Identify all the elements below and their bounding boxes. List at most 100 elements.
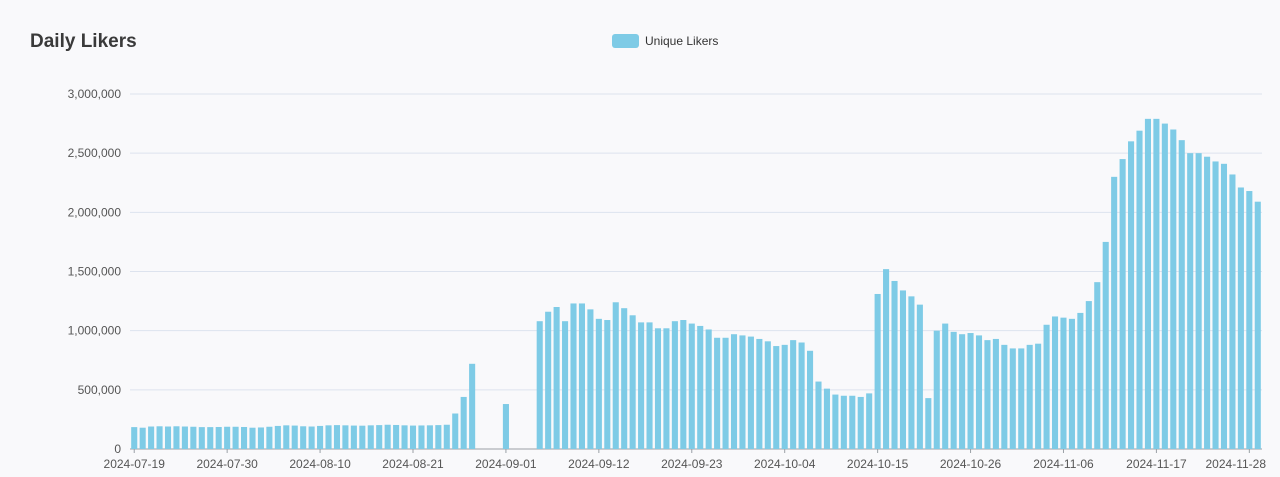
bar[interactable] (1195, 153, 1202, 449)
bar[interactable] (1237, 187, 1244, 449)
bar[interactable] (1144, 118, 1151, 449)
bar[interactable] (807, 350, 814, 449)
bar[interactable] (1018, 348, 1025, 449)
bar[interactable] (376, 425, 383, 449)
bar[interactable] (764, 341, 771, 449)
bar[interactable] (1051, 316, 1059, 449)
bar[interactable] (401, 425, 408, 449)
bar[interactable] (722, 337, 729, 449)
bar[interactable] (950, 331, 957, 449)
bar[interactable] (249, 427, 256, 449)
bar[interactable] (840, 395, 847, 449)
bar[interactable] (274, 425, 281, 449)
bar[interactable] (773, 346, 780, 449)
bar[interactable] (418, 425, 425, 449)
bar[interactable] (739, 335, 746, 449)
bar[interactable] (435, 425, 442, 449)
bar[interactable] (241, 426, 248, 449)
bar[interactable] (325, 425, 332, 449)
bar[interactable] (359, 425, 366, 449)
bar[interactable] (300, 426, 307, 449)
bar[interactable] (984, 340, 991, 449)
bar[interactable] (562, 321, 569, 449)
bar[interactable] (646, 322, 653, 449)
bar[interactable] (705, 329, 712, 449)
bar[interactable] (257, 427, 264, 449)
bar[interactable] (992, 338, 999, 449)
bar[interactable] (629, 315, 636, 449)
bar[interactable] (266, 426, 273, 449)
bar[interactable] (1043, 324, 1050, 449)
bar[interactable] (1026, 344, 1033, 449)
bar[interactable] (1220, 163, 1228, 450)
bar[interactable] (1187, 153, 1194, 449)
bar[interactable] (148, 426, 155, 449)
bar[interactable] (181, 426, 188, 449)
bar[interactable] (849, 395, 856, 449)
bar[interactable] (342, 425, 349, 449)
bar[interactable] (553, 307, 560, 449)
bar[interactable] (232, 426, 239, 449)
bar[interactable] (131, 427, 138, 449)
bar[interactable] (578, 303, 585, 449)
bar[interactable] (959, 334, 966, 449)
bar[interactable] (688, 323, 695, 449)
bar[interactable] (1153, 118, 1160, 449)
bar[interactable] (317, 425, 324, 449)
bar[interactable] (714, 337, 721, 449)
bar[interactable] (350, 425, 357, 449)
bar[interactable] (1229, 174, 1236, 449)
bar[interactable] (409, 425, 417, 449)
bar[interactable] (697, 325, 704, 449)
bar[interactable] (207, 427, 214, 449)
bar[interactable] (198, 427, 205, 449)
bar[interactable] (215, 426, 222, 449)
bar[interactable] (367, 425, 374, 449)
bar[interactable] (832, 394, 839, 449)
bar[interactable] (1111, 176, 1118, 450)
bar[interactable] (1178, 140, 1185, 449)
bar[interactable] (823, 388, 830, 449)
bar[interactable] (680, 320, 687, 449)
bar[interactable] (536, 321, 543, 449)
bar[interactable] (916, 304, 923, 449)
bar[interactable] (1077, 312, 1084, 449)
bar[interactable] (1102, 241, 1109, 449)
bar[interactable] (1204, 156, 1211, 449)
bar[interactable] (393, 424, 400, 449)
bar[interactable] (1068, 318, 1075, 449)
bar[interactable] (654, 328, 662, 449)
bar[interactable] (469, 363, 476, 449)
bar[interactable] (756, 338, 763, 449)
bar[interactable] (899, 290, 907, 449)
bar[interactable] (857, 396, 864, 449)
chart-legend[interactable]: Unique Likers (612, 34, 718, 48)
bar[interactable] (612, 302, 619, 449)
bar[interactable] (1254, 201, 1261, 449)
bar[interactable] (1128, 141, 1135, 450)
bar[interactable] (1009, 348, 1016, 449)
bar[interactable] (663, 328, 670, 449)
bar[interactable] (604, 320, 611, 449)
bar[interactable] (190, 426, 197, 449)
bar[interactable] (747, 336, 754, 449)
bar[interactable] (156, 426, 163, 449)
bar[interactable] (426, 425, 433, 449)
bar[interactable] (815, 381, 822, 449)
bar[interactable] (781, 344, 788, 449)
bar[interactable] (621, 308, 628, 449)
bar[interactable] (1246, 191, 1253, 450)
bar[interactable] (942, 323, 949, 449)
bar[interactable] (866, 393, 873, 449)
bar[interactable] (139, 427, 146, 449)
bar[interactable] (291, 425, 298, 449)
bar[interactable] (1119, 159, 1126, 450)
bar[interactable] (173, 426, 180, 449)
bar[interactable] (595, 318, 602, 449)
bar[interactable] (891, 280, 898, 449)
bar[interactable] (1035, 343, 1042, 449)
bar[interactable] (883, 269, 890, 449)
bar[interactable] (502, 404, 509, 449)
bar[interactable] (1001, 344, 1008, 449)
bar[interactable] (224, 426, 231, 449)
